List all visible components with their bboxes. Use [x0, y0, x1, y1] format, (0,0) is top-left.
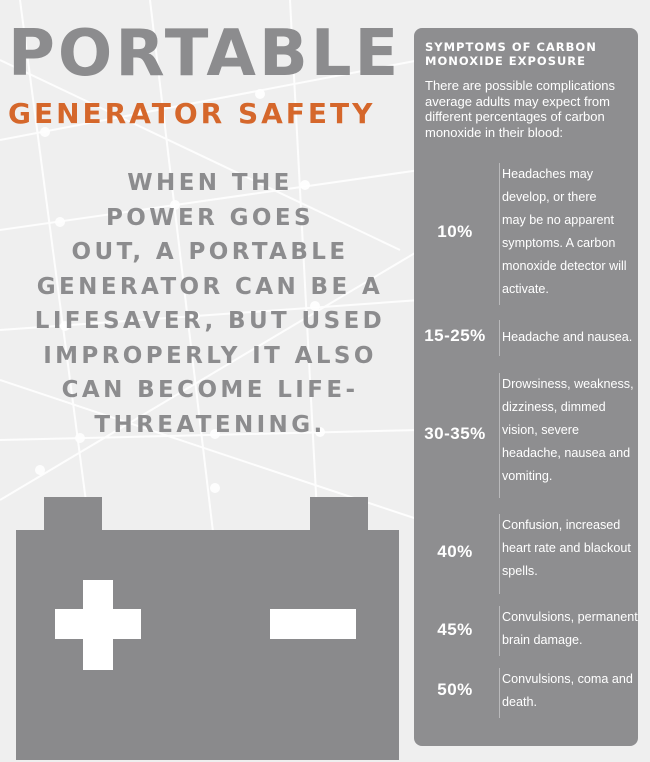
symptom-level-percent: 15-25%: [424, 326, 486, 345]
description-line: Convulsions, permanent: [502, 610, 638, 624]
description-line: develop, or there: [502, 190, 597, 204]
car-battery-icon: [16, 497, 399, 760]
description-line: dizziness, dimmed: [502, 400, 606, 414]
intro-line: CAN BECOME LIFE-: [61, 377, 359, 403]
intro-line: THREATENING.: [94, 411, 326, 438]
description-line: heart rate and blackout: [502, 541, 631, 555]
symptom-level-description: Drowsiness, weakness, dizziness, dimmed …: [499, 373, 639, 498]
description-line: monoxide detector will: [502, 259, 627, 273]
intro-line: WHEN THE: [127, 170, 293, 196]
intro-statement: WHEN THE POWER GOES OUT, A PORTABLE GENE…: [10, 166, 410, 442]
battery-terminal-left: [44, 497, 102, 531]
symptom-level-description: Confusion, increased heart rate and blac…: [499, 514, 639, 594]
description-line: activate.: [502, 282, 549, 296]
intro-line: POWER GOES: [106, 204, 314, 231]
intro-line: LIFESAVER, BUT USED: [34, 308, 386, 334]
symptoms-panel-title: SYMPTOMS OF CARBON MONOXIDE EXPOSURE: [425, 40, 635, 68]
symptoms-panel: SYMPTOMS OF CARBON MONOXIDE EXPOSURE The…: [414, 28, 638, 746]
description-line: Confusion, increased: [502, 518, 621, 532]
description-line: symptoms. A carbon: [502, 236, 616, 250]
intro-line: IMPROPERLY IT ALSO: [43, 342, 377, 369]
symptom-level-description: Headache and nausea.: [499, 320, 639, 356]
symptom-level-percent: 45%: [437, 620, 473, 639]
symptom-level-description: Convulsions, permanent brain damage.: [499, 606, 639, 656]
symptom-level-row: 15-25% Headache and nausea.: [414, 320, 638, 356]
symptom-level-description: Convulsions, coma and death.: [499, 668, 639, 718]
symptom-level-percent: 40%: [437, 542, 473, 561]
description-line: vomiting.: [502, 469, 553, 483]
symptom-level-row: 30-35% Drowsiness, weakness, dizziness, …: [414, 373, 638, 498]
description-line: spells.: [502, 564, 538, 578]
intro-line: OUT, A PORTABLE: [71, 239, 349, 265]
description-line: vision, severe: [502, 423, 579, 437]
description-line: may be no apparent: [502, 213, 615, 227]
symptom-level-row: 10% Headaches may develop, or there may …: [414, 163, 638, 305]
symptom-level-percent: 10%: [437, 222, 473, 241]
description-line: Headache and nausea.: [502, 330, 633, 344]
panel-title-line: MONOXIDE EXPOSURE: [425, 54, 587, 68]
symptom-level-row: 40% Confusion, increased heart rate and …: [414, 514, 638, 594]
battery-terminal-right: [310, 497, 368, 531]
battery-body: [16, 530, 399, 760]
symptom-level-percent: 30-35%: [424, 424, 486, 443]
intro-line: GENERATOR CAN BE A: [36, 273, 384, 300]
symptom-level-list: 10% Headaches may develop, or there may …: [414, 158, 638, 746]
page-subtitle: GENERATOR SAFETY: [8, 97, 376, 130]
description-line: death.: [502, 695, 538, 709]
symptom-level-row: 50% Convulsions, coma and death.: [414, 668, 638, 718]
plus-terminal-icon: [55, 580, 141, 670]
symptom-level-row: 45% Convulsions, permanent brain damage.: [414, 606, 638, 656]
minus-terminal-icon: [270, 609, 356, 639]
panel-title-line: SYMPTOMS OF CARBON: [425, 40, 597, 54]
description-line: Headaches may: [502, 167, 594, 181]
symptom-level-percent: 50%: [437, 680, 473, 699]
description-line: headache, nausea and: [502, 446, 631, 460]
symptoms-panel-intro: There are possible complications average…: [425, 78, 616, 140]
page-title: PORTABLE: [8, 17, 402, 91]
description-line: brain damage.: [502, 633, 583, 647]
description-line: Convulsions, coma and: [502, 672, 633, 686]
symptom-level-description: Headaches may develop, or there may be n…: [499, 163, 639, 305]
description-line: Drowsiness, weakness,: [502, 377, 634, 391]
